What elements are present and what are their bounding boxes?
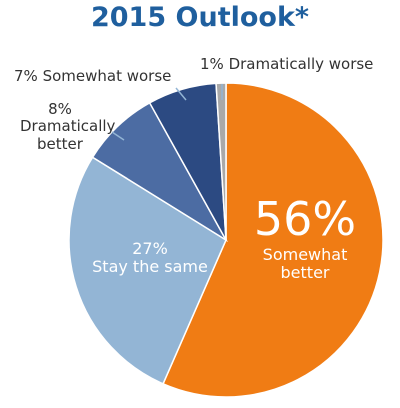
slice-label: 8% Dramatically better [10, 100, 116, 153]
leader-line [111, 131, 125, 141]
category-label: Dramatically better [20, 117, 116, 153]
value-label: 8% [48, 100, 72, 118]
pie-slice [68, 156, 227, 385]
slice-label: 56% Somewhat better [250, 196, 360, 283]
slice-label: 27% Stay the same [80, 239, 220, 277]
pie-slice [215, 82, 227, 241]
slice-label: 1% Dramatically worse [200, 55, 374, 73]
value-label: 27% [132, 239, 168, 258]
chart-title: 2015 Outlook* [90, 2, 310, 33]
value-label: 1% [200, 55, 224, 73]
category-label: Dramatically worse [228, 55, 374, 73]
category-label: Somewhat better [262, 245, 348, 283]
slice-label: 7% Somewhat worse [14, 67, 172, 85]
leader-line [175, 87, 187, 101]
value-label: 7% [14, 67, 38, 85]
category-label: Stay the same [92, 257, 208, 277]
pie-slice [162, 82, 384, 398]
value-label: 56% [253, 192, 357, 246]
category-label: Somewhat worse [42, 67, 172, 85]
